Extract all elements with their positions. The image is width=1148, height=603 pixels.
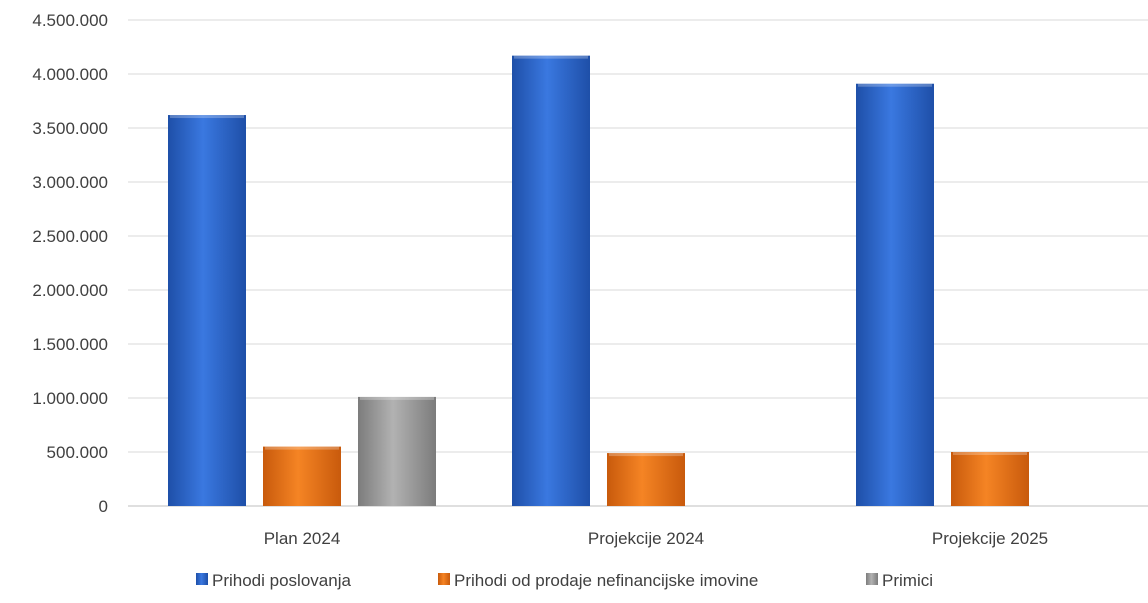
legend-swatch — [438, 573, 450, 585]
bar-top-highlight — [514, 55, 588, 59]
bars — [168, 55, 1029, 506]
x-category-label: Projekcije 2025 — [932, 529, 1048, 548]
bar-top-highlight — [609, 453, 683, 457]
y-tick-label: 4.500.000 — [32, 11, 108, 30]
bar-top-highlight — [170, 115, 244, 119]
bar-top-highlight — [360, 396, 434, 400]
legend-label: Prihodi od prodaje nefinancijske imovine — [454, 571, 758, 590]
bar-top-highlight — [858, 83, 932, 87]
y-tick-label: 500.000 — [47, 443, 108, 462]
bar-prihodi-od-prodaje-nefinancijske-imovine-projekcije-2025 — [951, 452, 1029, 506]
bar-prihodi-od-prodaje-nefinancijske-imovine-plan-2024 — [263, 446, 341, 506]
y-tick-label: 4.000.000 — [32, 65, 108, 84]
legend-label: Prihodi poslovanja — [212, 571, 351, 590]
legend-label: Primici — [882, 571, 933, 590]
bar-prihodi-od-prodaje-nefinancijske-imovine-projekcije-2024 — [607, 453, 685, 506]
bar-prihodi-poslovanja-projekcije-2024 — [512, 55, 590, 506]
y-tick-label: 3.500.000 — [32, 119, 108, 138]
bar-top-highlight — [953, 452, 1027, 455]
bar-prihodi-poslovanja-projekcije-2025 — [856, 83, 934, 506]
bar-primici-plan-2024 — [358, 396, 436, 506]
bar-top-highlight — [265, 446, 339, 450]
y-axis-tick-labels: 0 500.000 1.000.000 1.500.000 2.000.000 2.500… — [32, 11, 108, 516]
y-tick-label: 0 — [99, 497, 108, 516]
y-tick-label: 2.500.000 — [32, 227, 108, 246]
gridlines — [128, 19, 1148, 507]
bar-prihodi-poslovanja-plan-2024 — [168, 115, 246, 506]
y-tick-label: 1.500.000 — [32, 335, 108, 354]
x-category-label: Plan 2024 — [264, 529, 341, 548]
y-tick-label: 2.000.000 — [32, 281, 108, 300]
x-axis-category-labels: Plan 2024 Projekcije 2024 Projekcije 2025 — [264, 529, 1048, 548]
y-tick-label: 1.000.000 — [32, 389, 108, 408]
y-tick-label: 3.000.000 — [32, 173, 108, 192]
legend-swatch — [196, 573, 208, 585]
legend: Prihodi poslovanja Prihodi od prodaje nef… — [196, 571, 933, 590]
x-category-label: Projekcije 2024 — [588, 529, 704, 548]
legend-swatch — [866, 573, 878, 585]
